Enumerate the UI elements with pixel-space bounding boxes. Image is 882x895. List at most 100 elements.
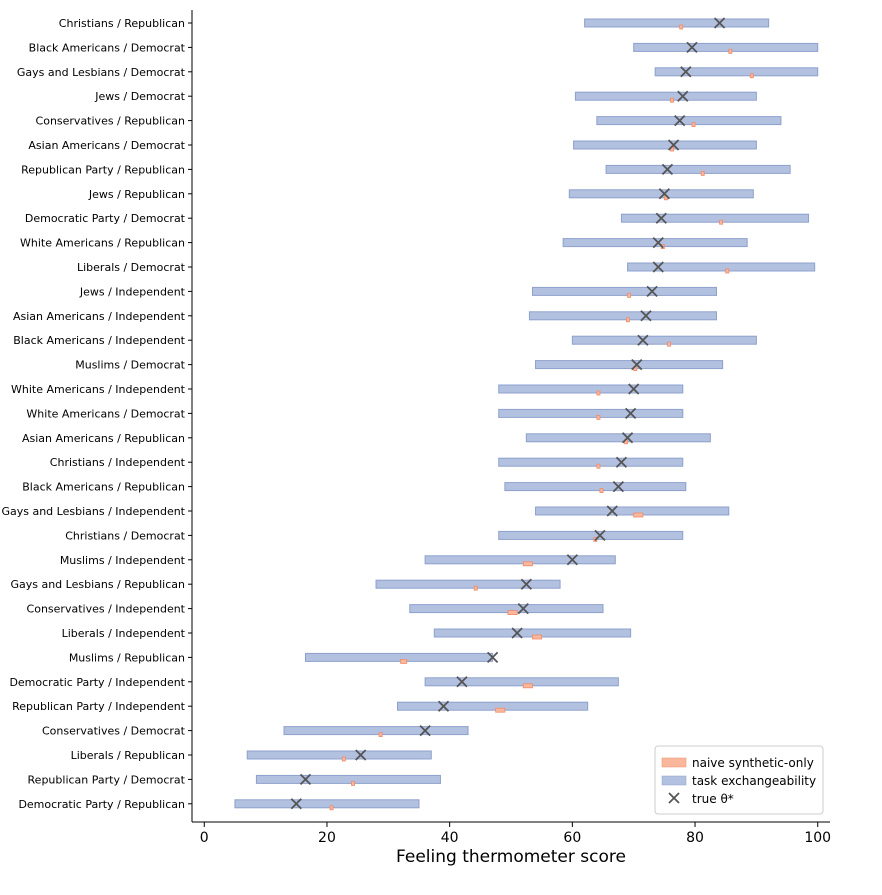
true-theta-marker (437, 700, 450, 712)
x-tick-label: 20 (318, 830, 336, 846)
y-tick-label: Republican Party / Republican (21, 163, 185, 176)
x-axis-title: Feeling thermometer score (396, 847, 626, 867)
true-theta-marker (652, 236, 664, 249)
true-theta-marker (511, 627, 523, 639)
naive-interval-bar (596, 390, 601, 396)
task-interval-bar (605, 164, 791, 174)
true-theta-marker (355, 749, 367, 761)
true-theta-marker (624, 407, 637, 420)
y-tick-label: Muslims / Republican (69, 651, 185, 664)
true-theta-marker (486, 651, 499, 664)
true-theta-marker (667, 139, 680, 151)
y-tick-label: Muslims / Democrat (75, 359, 185, 372)
y-tick-label: Christians / Democrat (65, 529, 185, 542)
true-theta-marker (661, 163, 674, 176)
naive-interval-bar (719, 219, 724, 225)
y-tick-label: Jews / Democrat (94, 90, 185, 103)
task-interval-bar (304, 652, 494, 662)
y-tick-label: Conservatives / Republican (36, 115, 185, 128)
naive-interval-bar (351, 781, 355, 786)
y-tick-label: Conservatives / Democrat (42, 725, 186, 738)
true-theta-marker (566, 554, 578, 566)
y-tick-label: Jews / Republican (88, 188, 185, 201)
naive-interval-bar (532, 634, 543, 640)
true-theta-marker (631, 358, 643, 371)
legend-label-naive: naive synthetic-only (692, 756, 814, 770)
y-tick-label: Liberals / Independent (62, 627, 186, 640)
y-tick-label: Muslims / Independent (60, 554, 186, 567)
task-interval-bar (283, 726, 469, 736)
legend-swatch-task (661, 775, 687, 786)
y-tick-label: Asian Americans / Republican (22, 432, 185, 445)
true-theta-marker (674, 114, 686, 127)
y-tick-label: Democratic Party / Democrat (25, 212, 186, 225)
naive-interval-bar (400, 659, 408, 664)
naive-interval-bar (625, 317, 630, 323)
task-interval-bar (397, 701, 589, 711)
task-interval-bar (535, 360, 724, 370)
y-tick-label: Christians / Republican (59, 17, 185, 30)
naive-interval-bar (633, 512, 644, 518)
legend-label-theta: true θ* (692, 792, 734, 806)
y-tick-label: Black Americans / Republican (22, 481, 185, 494)
true-theta-marker (686, 41, 698, 54)
true-theta-marker (456, 676, 468, 688)
naive-interval-bar (473, 585, 478, 591)
task-interval-bar (627, 262, 816, 272)
task-interval-bar (573, 140, 757, 150)
naive-interval-bar (667, 341, 671, 347)
legend-frame (654, 745, 824, 815)
true-theta-marker (658, 188, 671, 200)
naive-interval-bar (378, 732, 383, 737)
naive-interval-bar (700, 170, 705, 176)
true-theta-marker (713, 17, 726, 29)
task-interval-bar (498, 384, 684, 394)
task-interval-bar (620, 213, 810, 223)
task-interval-bar (498, 408, 684, 418)
y-tick-label: Black Americans / Democrat (29, 41, 186, 54)
task-interval-bar (504, 482, 687, 492)
naive-interval-bar (599, 488, 604, 494)
y-tick-label: Gays and Lesbians / Democrat (17, 66, 186, 79)
y-tick-label: Asian Americans / Independent (13, 310, 186, 323)
naive-interval-bar (329, 805, 334, 811)
true-theta-marker (520, 578, 532, 590)
task-interval-bar (255, 774, 441, 784)
true-theta-marker (419, 724, 431, 737)
true-theta-marker (517, 602, 529, 615)
naive-interval-bar (522, 561, 533, 567)
naive-interval-bar (596, 463, 601, 469)
x-tick-label: 80 (686, 830, 704, 846)
true-theta-marker (299, 773, 312, 786)
naive-interval-bar (728, 49, 733, 54)
y-tick-label: Christians / Independent (50, 456, 186, 469)
y-tick-label: White Americans / Independent (11, 383, 186, 396)
task-interval-bar (246, 750, 432, 760)
y-tick-label: Jews / Independent (79, 285, 186, 298)
y-tick-label: Conservatives / Independent (27, 603, 186, 616)
true-theta-marker (655, 212, 667, 224)
naive-interval-bar (495, 707, 506, 713)
true-theta-marker (680, 66, 692, 78)
task-interval-bar (633, 42, 819, 52)
legend: naive synthetic-only task exchangeabilit… (654, 745, 824, 815)
y-tick-label: Liberals / Democrat (77, 261, 186, 274)
naive-interval-bar (507, 610, 518, 615)
true-theta-marker (677, 90, 689, 102)
y-tick-label: Asian Americans / Democrat (28, 139, 185, 152)
x-tick-label: 0 (200, 830, 209, 846)
legend-marker-theta (668, 792, 680, 804)
true-theta-marker (606, 505, 618, 517)
x-tick-label: 60 (563, 830, 581, 846)
naive-interval-bar (341, 756, 346, 762)
y-tick-label: Democratic Party / Independent (9, 676, 185, 689)
task-interval-bar (375, 579, 561, 589)
task-interval-bar (409, 604, 604, 614)
naive-interval-bar (596, 414, 601, 420)
y-tick-label: White Americans / Republican (20, 237, 185, 250)
task-interval-bar (424, 555, 616, 565)
true-theta-marker (290, 798, 302, 810)
y-tick-labels: Christians / Republican Black Americans /… (1, 17, 192, 811)
naive-interval-bar (670, 97, 674, 103)
